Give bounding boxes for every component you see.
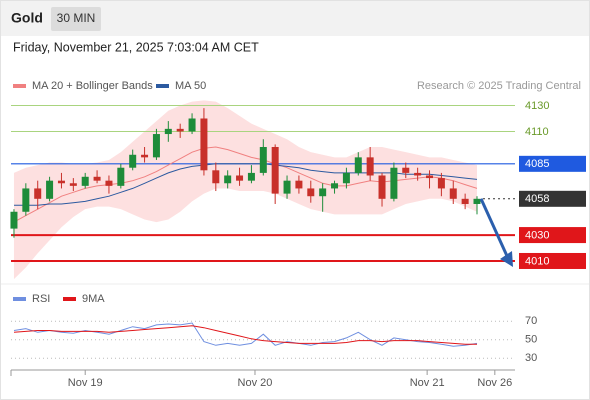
- candle-body: [176, 128, 184, 132]
- candle-body: [188, 118, 196, 132]
- candle-body: [129, 154, 137, 168]
- level-label: 4030: [525, 229, 549, 241]
- x-tick-label: Nov 19: [68, 377, 103, 389]
- candle-body: [236, 175, 244, 181]
- level-label-box: [519, 227, 586, 244]
- indicator-line: [13, 322, 478, 347]
- forecast-arrow: [479, 198, 509, 257]
- candle-body: [426, 175, 434, 179]
- candle-body: [319, 188, 327, 197]
- legend-swatch: [156, 84, 169, 88]
- legend-label: RSI: [32, 293, 50, 305]
- level-label-box: [519, 155, 586, 172]
- candle-body: [449, 188, 457, 199]
- symbol: Gold: [11, 10, 43, 26]
- moving-average: [14, 163, 478, 206]
- timeframe-button[interactable]: [51, 7, 101, 31]
- candle-body: [331, 183, 339, 189]
- candle-body: [247, 172, 255, 181]
- candle-body: [224, 175, 232, 184]
- legend-label: 9MA: [82, 293, 105, 305]
- candle-body: [402, 167, 410, 173]
- candle-body: [57, 180, 65, 184]
- legend-label: MA 20 + Bollinger Bands: [32, 80, 153, 92]
- candle-body: [10, 211, 18, 229]
- candle-body: [366, 157, 374, 176]
- candle-body: [271, 146, 279, 194]
- y-tick-label: 70: [525, 315, 537, 327]
- moving-average: [13, 146, 478, 223]
- y-tick-label: 30: [525, 352, 537, 364]
- candle-body: [81, 176, 89, 186]
- candle-body: [34, 188, 42, 199]
- level-label: 4058: [525, 193, 549, 205]
- candle-body: [390, 167, 398, 199]
- candle-body: [378, 175, 386, 199]
- x-tick-label: Nov 20: [238, 377, 273, 389]
- level-label-box: [519, 190, 586, 207]
- candle-body: [212, 170, 220, 184]
- candle-body: [473, 198, 481, 204]
- candle-body: [141, 154, 149, 158]
- forecast-arrow-head: [500, 250, 513, 267]
- level-label-box: [519, 252, 586, 269]
- candle-body: [461, 198, 469, 204]
- legend-swatch: [13, 84, 26, 88]
- legend-label: MA 50: [175, 80, 206, 92]
- candle-body: [354, 157, 362, 173]
- candle-body: [117, 167, 125, 186]
- candle-body: [46, 180, 54, 199]
- candle-body: [295, 180, 303, 189]
- candle-body: [200, 118, 208, 171]
- candle-body: [164, 128, 172, 135]
- x-tick-label: Nov 26: [477, 377, 512, 389]
- candle-body: [307, 188, 315, 197]
- candle-body: [259, 146, 267, 173]
- credit: Research © 2025 Trading Central: [417, 80, 581, 92]
- legend-swatch: [13, 297, 26, 301]
- candle-body: [152, 134, 160, 158]
- candle-body: [414, 172, 422, 176]
- candle-body: [22, 188, 30, 212]
- legend-swatch: [63, 297, 76, 301]
- candle-body: [437, 178, 445, 189]
- candle-body: [283, 180, 291, 194]
- level-label: 4110: [525, 126, 549, 138]
- candle-body: [69, 183, 77, 186]
- candle-body: [105, 180, 113, 186]
- level-label: 4130: [525, 100, 549, 112]
- bollinger-band: [13, 100, 478, 280]
- candle-body: [93, 176, 101, 181]
- level-label: 4010: [525, 255, 549, 267]
- level-label: 4085: [525, 158, 549, 170]
- timeframe[interactable]: 30 MIN: [57, 11, 96, 25]
- candle-body: [342, 172, 350, 184]
- x-tick-label: Nov 21: [410, 377, 445, 389]
- datetime: Friday, November 21, 2025 7:03:04 AM CET: [13, 40, 259, 54]
- y-tick-label: 50: [525, 334, 537, 346]
- indicator-line: [13, 325, 477, 345]
